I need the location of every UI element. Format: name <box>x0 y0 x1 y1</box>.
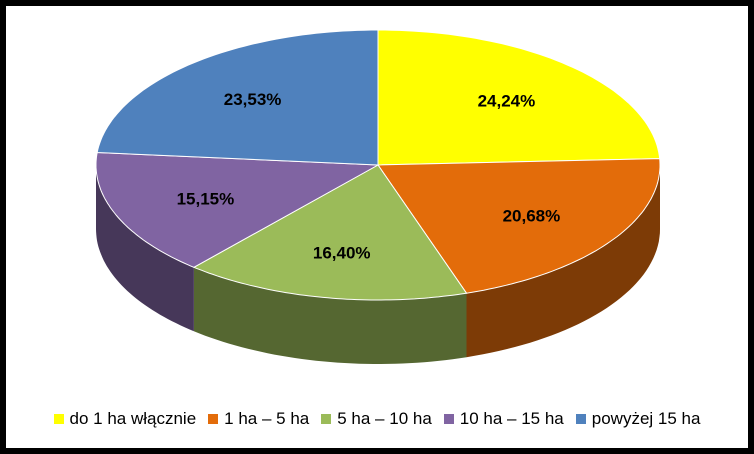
legend-label-5: powyżej 15 ha <box>591 409 701 428</box>
pie-slice-3 <box>192 164 468 301</box>
legend-swatch-1 <box>53 414 64 424</box>
legend-swatch-5 <box>575 414 586 424</box>
pie-top <box>95 29 661 301</box>
legend-item-4: 10 ha – 15 ha <box>443 409 564 429</box>
pie-chart: 24,24% 20,68% 16,40% 15,15% 23,53% <box>95 29 661 364</box>
data-label-3: 16,40% <box>313 243 371 262</box>
pie-slice-1 <box>377 29 661 166</box>
legend-swatch-2 <box>208 414 219 424</box>
chart-area: 24,24% 20,68% 16,40% 15,15% 23,53% do 1 ha w… <box>6 6 748 448</box>
legend-swatch-4 <box>443 414 454 424</box>
data-label-2: 20,68% <box>503 207 561 226</box>
pie-slice-2 <box>377 158 661 294</box>
pie-slice-4 <box>95 151 380 268</box>
legend-label-2: 1 ha – 5 ha <box>224 409 310 428</box>
legend-item-1: do 1 ha włącznie <box>53 409 197 429</box>
legend-item-2: 1 ha – 5 ha <box>208 409 309 429</box>
legend-label-1: do 1 ha włącznie <box>69 409 197 428</box>
legend-item-3: 5 ha – 10 ha <box>321 409 432 429</box>
legend-swatch-3 <box>321 414 332 424</box>
legend-item-5: powyżej 15 ha <box>575 409 701 429</box>
pie-slice-side-4 <box>96 165 194 332</box>
data-label-1: 24,24% <box>478 92 536 111</box>
data-label-5: 23,53% <box>224 90 282 109</box>
legend-label-4: 10 ha – 15 ha <box>459 409 564 428</box>
pie-slice-5 <box>96 29 379 166</box>
pie-sides <box>96 165 660 364</box>
legend-label-3: 5 ha – 10 ha <box>337 409 432 428</box>
data-label-4: 15,15% <box>177 189 235 208</box>
pie-slice-side-2 <box>466 165 660 358</box>
pie-labels: 24,24% 20,68% 16,40% 15,15% 23,53% <box>177 90 561 262</box>
pie-slice-side-3 <box>193 267 467 364</box>
legend: do 1 ha włącznie 1 ha – 5 ha 5 ha – 10 ha 1… <box>6 405 748 433</box>
